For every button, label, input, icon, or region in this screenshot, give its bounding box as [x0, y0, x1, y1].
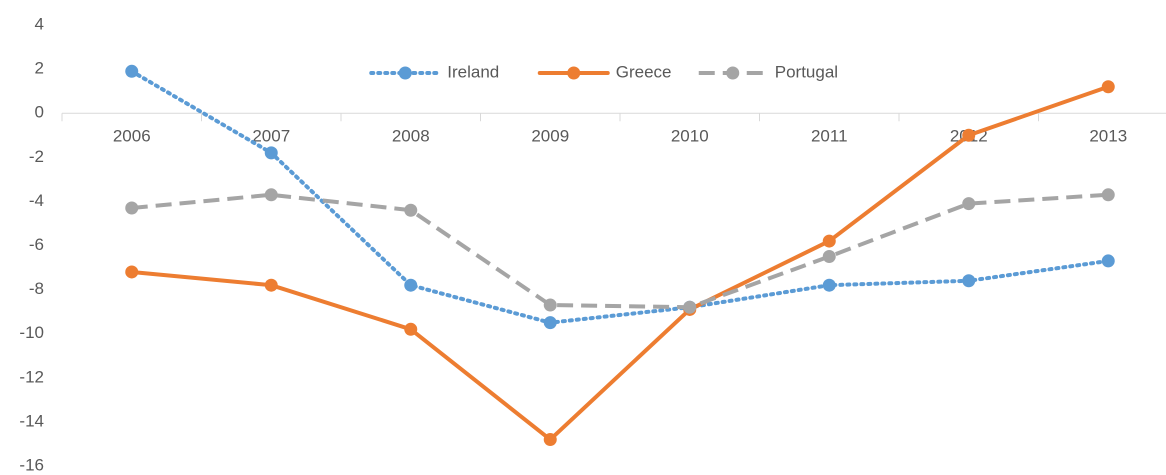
x-tick-label: 2009 [531, 127, 569, 146]
data-point [822, 234, 836, 248]
series-line [131, 192, 1109, 310]
legend-label: Portugal [775, 62, 838, 81]
x-tick-label: 2011 [811, 127, 848, 146]
y-tick-label: -8 [29, 279, 44, 298]
x-tick-label: 2008 [392, 127, 430, 146]
y-tick-label: 2 [35, 59, 44, 78]
data-point [125, 64, 139, 78]
series-line [129, 69, 1111, 325]
data-point [264, 278, 278, 292]
legend-marker [567, 66, 581, 80]
data-point [1101, 80, 1115, 94]
data-point [962, 197, 976, 211]
data-point [543, 298, 557, 312]
x-tick-label: 2007 [252, 127, 290, 146]
legend-label: Greece [616, 62, 672, 81]
x-tick-label: 2006 [113, 127, 151, 146]
legend-label: Ireland [447, 62, 499, 81]
series-line [129, 84, 1111, 442]
data-point [822, 278, 836, 292]
x-tick-label: 2010 [671, 127, 709, 146]
legend-marker [726, 66, 740, 80]
y-tick-label: -16 [19, 455, 44, 474]
data-point [822, 250, 836, 264]
y-tick-label: -14 [19, 411, 44, 430]
data-point [404, 322, 418, 336]
data-point [264, 188, 278, 202]
data-point [683, 300, 697, 314]
data-point [962, 274, 976, 288]
data-point [264, 146, 278, 160]
y-tick-label: -10 [19, 323, 44, 342]
data-point [404, 278, 418, 292]
data-point [543, 433, 557, 447]
legend-marker [398, 66, 412, 80]
data-point [962, 128, 976, 142]
y-tick-label: -6 [29, 235, 44, 254]
data-point [404, 203, 418, 217]
data-point [543, 316, 557, 330]
data-point [1101, 188, 1115, 202]
y-tick-label: -2 [29, 147, 44, 166]
y-tick-label: 4 [35, 14, 44, 33]
data-point [125, 265, 139, 279]
y-tick-label: -12 [19, 367, 44, 386]
x-tick-label: 2013 [1089, 127, 1127, 146]
y-tick-label: -4 [29, 191, 44, 210]
y-tick-label: 0 [35, 103, 44, 122]
data-point [1101, 254, 1115, 268]
data-point [125, 201, 139, 215]
